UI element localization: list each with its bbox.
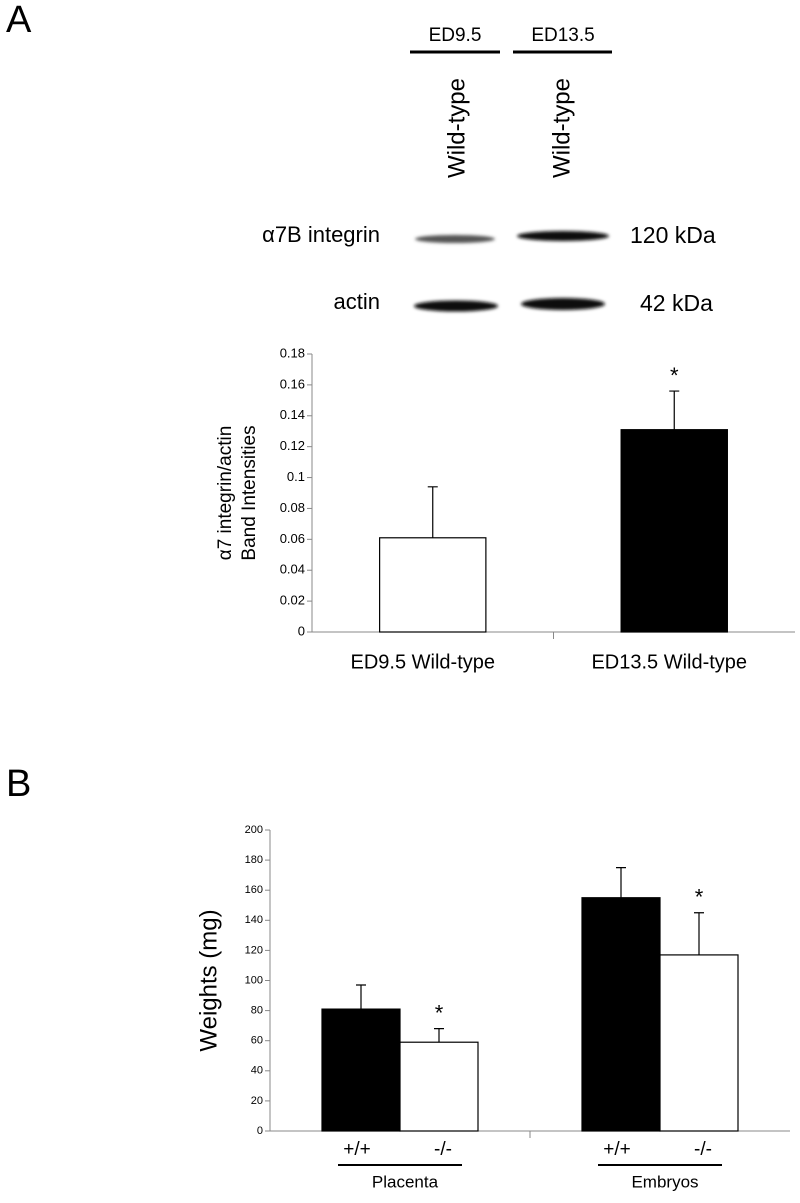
bar — [659, 954, 739, 1132]
bar — [581, 897, 661, 1132]
y-tick-label: 40 — [251, 1065, 263, 1077]
bar — [620, 429, 728, 633]
y-tick-label: 0.1 — [287, 469, 305, 484]
lane-stage: ED9.5 — [429, 25, 482, 46]
error-bar — [669, 390, 680, 430]
blot-protein: α7B integrin — [262, 222, 380, 247]
bar — [399, 1041, 479, 1132]
significance: * — [695, 885, 704, 910]
error-bar — [356, 984, 366, 1010]
series-label: -/- — [434, 1139, 452, 1160]
y-tick-label: 100 — [245, 974, 263, 986]
y-axis-label: Weights (mg) — [195, 909, 222, 1051]
blot-band — [521, 298, 605, 310]
y-tick-label: 60 — [251, 1035, 263, 1047]
y-axis-label: Band Intensities — [239, 425, 260, 560]
x-tick-label: ED13.5 Wild-type — [591, 651, 747, 673]
y-tick-label: 0.14 — [280, 407, 305, 422]
blot-size: 42 kDa — [640, 290, 713, 316]
blot-protein: actin — [334, 289, 380, 314]
lane-stage: ED13.5 — [531, 25, 594, 46]
series-label: +/+ — [603, 1139, 630, 1160]
y-tick-label: 180 — [245, 854, 263, 866]
y-tick-label: 0 — [257, 1125, 263, 1137]
y-tick-label: 120 — [245, 944, 263, 956]
error-bar — [427, 486, 438, 538]
y-tick-label: 0.12 — [280, 438, 305, 453]
significance: * — [670, 363, 679, 388]
panel-label: B — [6, 763, 31, 805]
x-tick-label: ED9.5 Wild-type — [351, 651, 496, 673]
panel-label: A — [6, 0, 32, 41]
y-tick-label: 0.06 — [280, 531, 305, 546]
significance: * — [435, 1000, 444, 1025]
y-tick-label: 160 — [245, 884, 263, 896]
bar — [321, 1008, 401, 1132]
blot-band — [414, 300, 498, 312]
blot-band — [517, 231, 609, 241]
error-bar — [694, 912, 704, 955]
blot-band — [415, 235, 495, 243]
y-tick-label: 0.04 — [280, 562, 305, 577]
y-tick-label: 0.08 — [280, 500, 305, 515]
blot-size: 120 kDa — [630, 222, 716, 248]
x-tick-label: Placenta — [372, 1172, 439, 1191]
y-tick-label: 0.02 — [280, 593, 305, 608]
lane-genotype: Wild-type — [443, 78, 470, 178]
series-label: +/+ — [343, 1139, 370, 1160]
y-tick-label: 80 — [251, 1005, 263, 1017]
y-axis-label: α7 integrin/actin — [215, 426, 236, 561]
y-tick-label: 200 — [245, 824, 263, 836]
y-tick-label: 20 — [251, 1095, 263, 1107]
y-tick-label: 0 — [298, 623, 305, 638]
y-tick-label: 0.18 — [280, 345, 305, 360]
lane-genotype: Wild-type — [548, 78, 575, 178]
bar — [379, 537, 487, 633]
blot-bands — [414, 231, 609, 312]
error-bar — [434, 1028, 444, 1043]
x-tick-label: Embryos — [631, 1172, 698, 1191]
y-tick-label: 0.16 — [280, 376, 305, 391]
y-tick-label: 140 — [245, 914, 263, 926]
series-label: -/- — [694, 1139, 712, 1160]
error-bar — [616, 867, 626, 898]
